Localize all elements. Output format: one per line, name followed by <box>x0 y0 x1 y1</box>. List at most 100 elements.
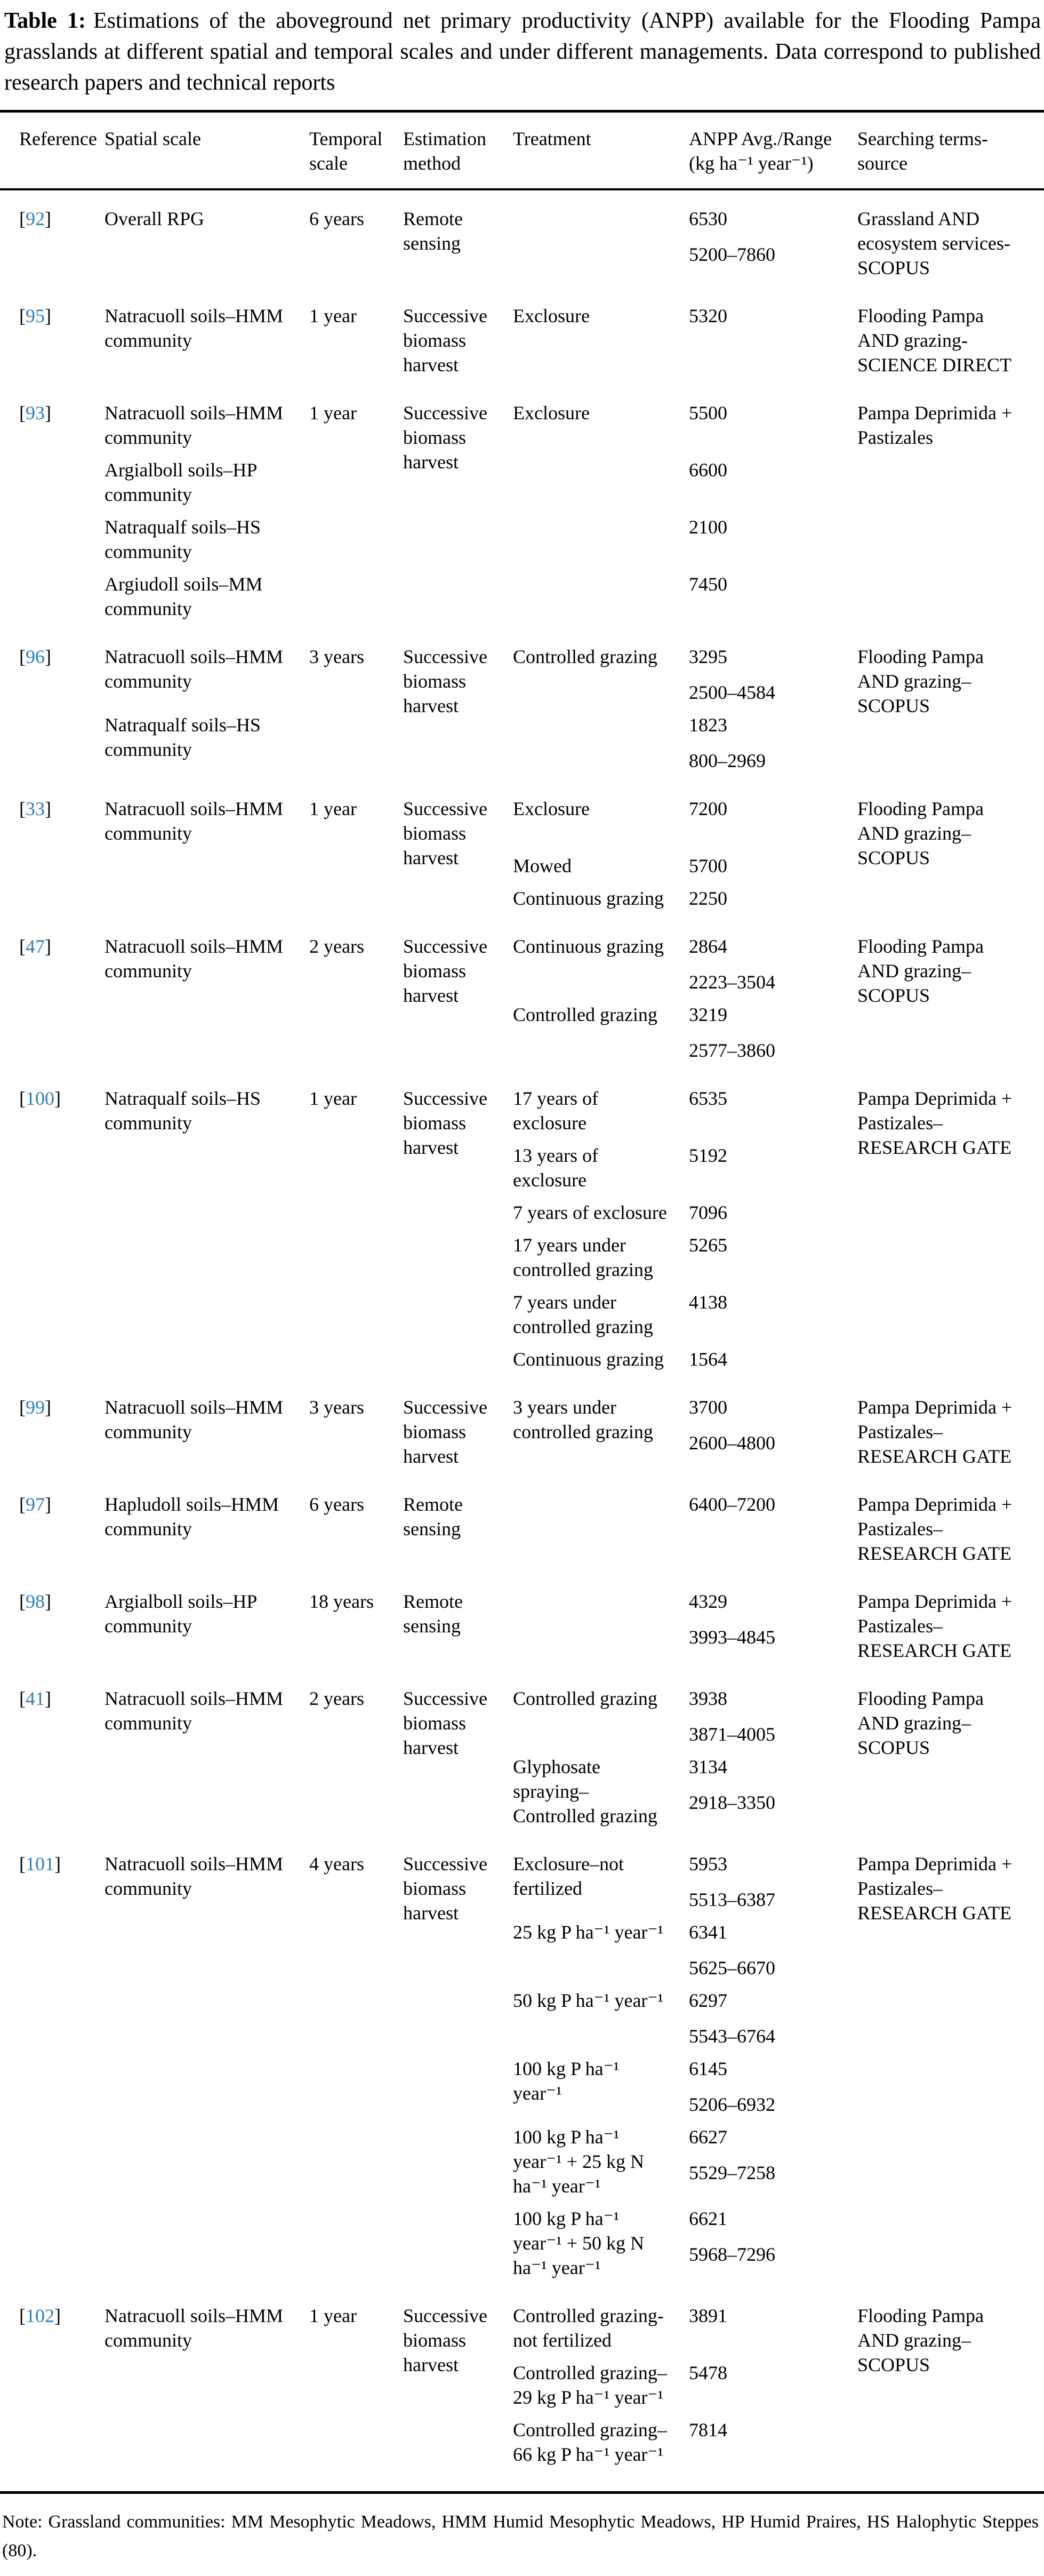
anpp-value: 4138 <box>689 1291 727 1313</box>
treatment-cell: 13 years of exclosure <box>513 1145 598 1191</box>
anpp-value: 7814 <box>689 2419 727 2441</box>
table-entry: Natraqualf soils–HS community 2100 <box>0 515 1044 564</box>
table-entry: Glyphosate spraying– Controlled grazing 3… <box>0 1754 1044 1828</box>
table-row: [47] Natracuoll soils–HMM community 2 year… <box>0 920 1044 1072</box>
anpp-cell: 6530 5200–7860 <box>689 206 857 267</box>
anpp-cell: 3219 2577–3860 <box>689 1002 857 1063</box>
table-entry: [41] Natracuoll soils–HMM community 2 year… <box>0 1686 1044 1758</box>
reference-link[interactable]: [97] <box>19 1494 51 1515</box>
anpp-value: 3938 <box>689 1688 727 1709</box>
anpp-cell: 4138 <box>689 1290 857 1339</box>
anpp-value: 1564 <box>689 1349 727 1370</box>
treatment-cell: Controlled grazing– 29 kg P ha⁻¹ year⁻¹ <box>513 2362 667 2408</box>
spatial-scale-cell <box>105 1200 309 1225</box>
reference-number: 99 <box>26 1397 45 1418</box>
reference-number: 100 <box>26 1088 54 1109</box>
spatial-scale-cell: Natracuoll soils–HMM community <box>105 2305 283 2351</box>
anpp-cell: 2250 <box>689 886 857 911</box>
reference-link[interactable]: [92] <box>19 208 51 229</box>
table-entry: Continuous grazing 2250 <box>0 886 1044 911</box>
reference-link[interactable]: [33] <box>19 798 51 819</box>
anpp-value: 5265 <box>689 1234 727 1256</box>
anpp-cell: 3700 2600–4800 <box>689 1395 857 1455</box>
anpp-value: 5192 <box>689 1145 727 1166</box>
citation-close-bracket: ] <box>45 1688 51 1709</box>
table-entry: Natraqualf soils–HS community 1823 800–296… <box>0 713 1044 773</box>
treatment-cell: Continuous grazing <box>513 1349 664 1370</box>
spatial-scale-cell <box>105 1290 309 1339</box>
table-caption-label: Table 1: <box>4 9 86 33</box>
reference-link[interactable]: [98] <box>19 1591 51 1612</box>
anpp-value: 2500–4584 <box>689 682 775 703</box>
table-entry: Continuous grazing 1564 <box>0 1347 1044 1371</box>
treatment-cell: Exclosure–not fertilized <box>513 1853 624 1899</box>
anpp-value: 6535 <box>689 1088 727 1109</box>
spatial-scale-cell <box>105 1347 309 1371</box>
table-row: [95] Natracuoll soils–HMM community 1 year… <box>0 290 1044 387</box>
spatial-scale-cell: Natraqualf soils–HS community <box>105 714 261 760</box>
reference-link[interactable]: [95] <box>19 305 51 326</box>
treatment-cell <box>513 1589 689 1649</box>
table-entry: 7 years under controlled grazing 4138 <box>0 1290 1044 1339</box>
reference-link[interactable]: [101] <box>19 1853 61 1875</box>
reference-link[interactable]: [93] <box>19 402 51 424</box>
anpp-value: 5953 <box>689 1853 727 1875</box>
treatment-cell: 100 kg P ha⁻¹ year⁻¹ <box>513 2058 620 2104</box>
spatial-scale-cell <box>105 1002 309 1063</box>
anpp-value: 3295 <box>689 646 727 667</box>
anpp-cell: 7814 <box>689 2418 857 2467</box>
spatial-scale-cell <box>105 2206 309 2280</box>
treatment-cell: Controlled grazing <box>513 1688 657 1709</box>
reference-number: 92 <box>26 208 45 229</box>
citation-close-bracket: ] <box>45 1494 51 1515</box>
spatial-scale-cell: Argialboll soils–HP community <box>105 459 258 505</box>
table-entry: [100] Natraqualf soils–HS community 1 year… <box>0 1086 1044 1158</box>
table-entry: 100 kg P ha⁻¹ year⁻¹ + 25 kg N ha⁻¹ year… <box>0 2125 1044 2198</box>
citation-open-bracket: [ <box>19 305 26 326</box>
anpp-value: 2600–4800 <box>689 1432 775 1454</box>
table-entry: Controlled grazing– 29 kg P ha⁻¹ year⁻¹ 5… <box>0 2360 1044 2410</box>
citation-close-bracket: ] <box>45 208 51 229</box>
anpp-cell: 5953 5513–6387 <box>689 1852 857 1912</box>
citation-close-bracket: ] <box>54 2305 61 2326</box>
table-row: [93] Natracuoll soils–HMM community 1 year… <box>0 387 1044 631</box>
reference-number: 47 <box>26 936 45 957</box>
spatial-scale-cell <box>105 2056 309 2117</box>
anpp-value: 6627 <box>689 2126 727 2148</box>
anpp-cell: 6341 5625–6670 <box>689 1920 857 1980</box>
spatial-scale-cell: Overall RPG <box>105 208 204 229</box>
citation-open-bracket: [ <box>19 1688 26 1709</box>
reference-link[interactable]: [100] <box>19 1088 61 1109</box>
spatial-scale-cell: Natracuoll soils–HMM community <box>105 798 283 844</box>
table-row: [99] Natracuoll soils–HMM community 3 year… <box>0 1381 1044 1478</box>
reference-link[interactable]: [47] <box>19 936 51 957</box>
reference-number: 97 <box>26 1494 45 1515</box>
anpp-value: 6530 <box>689 208 727 229</box>
reference-link[interactable]: [41] <box>19 1688 51 1709</box>
anpp-value: 1823 <box>689 714 727 736</box>
anpp-value: 5700 <box>689 855 727 876</box>
anpp-cell: 6297 5543–6764 <box>689 1988 857 2048</box>
citation-close-bracket: ] <box>45 646 51 667</box>
table-row: [41] Natracuoll soils–HMM community 2 year… <box>0 1672 1044 1838</box>
table-body: [92] Overall RPG 6 years Remote sensing 6530… <box>0 190 1044 2491</box>
spatial-scale-cell: Hapludoll soils–HMM community <box>105 1494 279 1540</box>
citation-open-bracket: [ <box>19 402 26 424</box>
treatment-cell: 7 years under controlled grazing <box>513 1291 653 1337</box>
reference-link[interactable]: [99] <box>19 1397 51 1418</box>
treatment-cell: 3 years under controlled grazing <box>513 1397 653 1442</box>
anpp-cell: 3295 2500–4584 <box>689 644 857 705</box>
spatial-scale-cell: Natracuoll soils–HMM community <box>105 646 283 692</box>
treatment-cell: 100 kg P ha⁻¹ year⁻¹ + 50 kg N ha⁻¹ year… <box>513 2208 645 2278</box>
citation-close-bracket: ] <box>54 1088 61 1109</box>
anpp-cell: 4329 3993–4845 <box>689 1589 857 1649</box>
spatial-scale-cell <box>105 1143 309 1192</box>
col-header-treatment: Treatment <box>513 128 591 149</box>
spatial-scale-cell: Argiudoll soils–MM community <box>105 573 263 619</box>
treatment-cell: Controlled grazing– 66 kg P ha⁻¹ year⁻¹ <box>513 2419 667 2465</box>
anpp-cell: 6535 <box>689 1086 857 1135</box>
reference-link[interactable]: [96] <box>19 646 51 667</box>
treatment-cell <box>513 572 689 621</box>
reference-link[interactable]: [102] <box>19 2305 61 2326</box>
anpp-cell: 2100 <box>689 515 857 564</box>
